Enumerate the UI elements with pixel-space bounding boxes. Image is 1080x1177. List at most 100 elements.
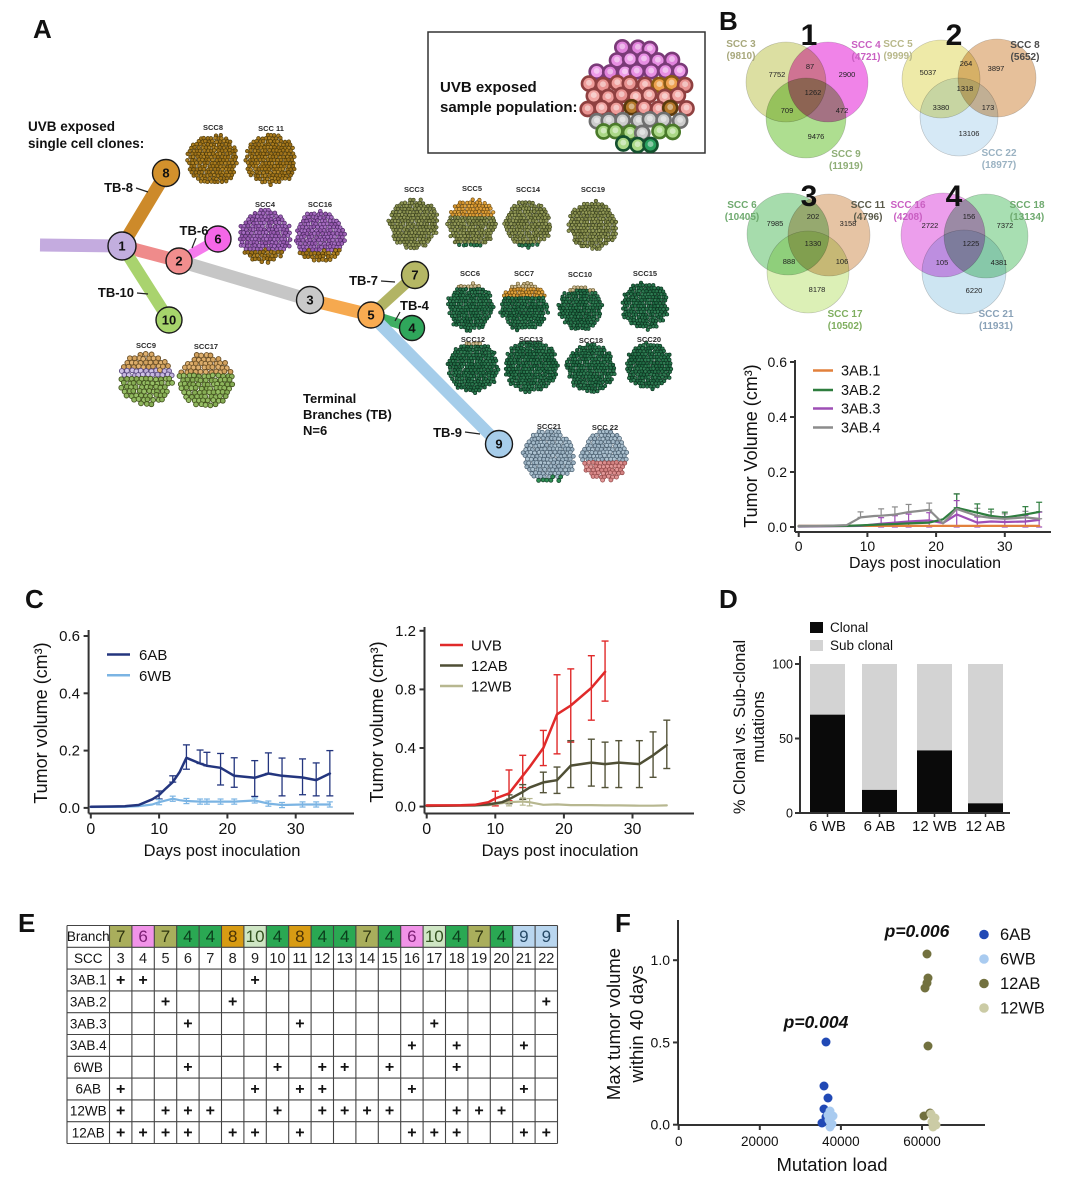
svg-text:SCC17: SCC17 — [194, 342, 218, 351]
svg-text:+: + — [542, 994, 551, 1011]
svg-text:SCC9: SCC9 — [136, 341, 156, 350]
svg-text:3: 3 — [117, 951, 125, 967]
svg-text:+: + — [295, 1125, 304, 1142]
svg-text:12 WB: 12 WB — [912, 818, 957, 835]
svg-text:SCC 5: SCC 5 — [883, 39, 913, 50]
svg-text:4: 4 — [318, 927, 327, 946]
svg-text:12WB: 12WB — [471, 679, 512, 696]
svg-text:12AB: 12AB — [471, 658, 508, 675]
svg-text:+: + — [228, 994, 237, 1011]
svg-text:3: 3 — [801, 180, 818, 213]
svg-text:472: 472 — [836, 106, 849, 115]
svg-text:+: + — [183, 1103, 192, 1120]
svg-text:20: 20 — [219, 821, 237, 838]
svg-text:173: 173 — [982, 103, 995, 112]
svg-text:TB-7: TB-7 — [349, 273, 378, 288]
svg-text:8: 8 — [228, 927, 237, 946]
svg-text:+: + — [318, 1059, 327, 1076]
svg-text:7: 7 — [411, 268, 418, 283]
svg-text:E: E — [18, 908, 35, 938]
svg-text:20000: 20000 — [741, 1134, 779, 1149]
svg-text:+: + — [250, 1125, 259, 1142]
svg-text:SCC19: SCC19 — [581, 185, 605, 194]
svg-text:20: 20 — [555, 821, 573, 838]
svg-text:12WB: 12WB — [1000, 1000, 1045, 1018]
svg-text:3380: 3380 — [933, 103, 950, 112]
svg-text:4: 4 — [452, 927, 461, 946]
svg-text:5037: 5037 — [920, 68, 937, 77]
svg-text:12AB: 12AB — [72, 1125, 105, 1140]
svg-text:0: 0 — [86, 821, 95, 838]
svg-text:+: + — [183, 1125, 192, 1142]
svg-text:264: 264 — [960, 59, 973, 68]
svg-text:6AB: 6AB — [75, 1082, 101, 1097]
svg-text:C: C — [25, 584, 44, 614]
svg-text:+: + — [452, 1125, 461, 1142]
svg-text:2: 2 — [946, 19, 963, 52]
svg-text:40000: 40000 — [822, 1134, 860, 1149]
svg-text:20: 20 — [493, 951, 509, 967]
svg-text:+: + — [250, 972, 259, 989]
svg-text:(10405): (10405) — [725, 212, 759, 223]
svg-text:8: 8 — [162, 166, 169, 181]
svg-text:SCC13: SCC13 — [519, 335, 543, 344]
svg-text:+: + — [161, 994, 170, 1011]
svg-text:13106: 13106 — [959, 129, 980, 138]
svg-text:709: 709 — [781, 106, 794, 115]
svg-text:+: + — [116, 1103, 125, 1120]
svg-text:9476: 9476 — [808, 132, 825, 141]
svg-text:TB-4: TB-4 — [400, 298, 430, 313]
svg-text:7985: 7985 — [767, 219, 784, 228]
svg-text:(4721): (4721) — [852, 52, 881, 63]
svg-text:+: + — [250, 1081, 259, 1098]
svg-text:+: + — [138, 1125, 147, 1142]
svg-text:+: + — [116, 1081, 125, 1098]
svg-text:12WB: 12WB — [70, 1104, 107, 1119]
svg-text:+: + — [340, 1059, 349, 1076]
svg-text:Sub clonal: Sub clonal — [830, 638, 893, 653]
svg-text:8178: 8178 — [809, 285, 826, 294]
svg-text:p=0.004: p=0.004 — [783, 1012, 849, 1032]
svg-text:106: 106 — [836, 257, 849, 266]
svg-text:3AB.4: 3AB.4 — [70, 1038, 107, 1053]
svg-text:3AB.1: 3AB.1 — [70, 973, 107, 988]
svg-text:2900: 2900 — [839, 70, 856, 79]
svg-text:156: 156 — [963, 212, 976, 221]
svg-text:4: 4 — [497, 927, 506, 946]
svg-text:7372: 7372 — [997, 221, 1014, 230]
svg-text:9: 9 — [519, 927, 528, 946]
svg-text:(13134): (13134) — [1010, 212, 1044, 223]
svg-text:202: 202 — [807, 212, 820, 221]
svg-text:+: + — [340, 1103, 349, 1120]
svg-text:6220: 6220 — [966, 286, 983, 295]
svg-text:0.0: 0.0 — [395, 799, 416, 816]
svg-text:21: 21 — [516, 951, 532, 967]
svg-text:6: 6 — [184, 951, 192, 967]
svg-text:3: 3 — [306, 293, 313, 308]
svg-text:6 WB: 6 WB — [809, 818, 846, 835]
svg-text:+: + — [183, 1016, 192, 1033]
svg-text:single cell clones:: single cell clones: — [28, 136, 144, 151]
svg-text:12: 12 — [314, 951, 330, 967]
svg-text:5: 5 — [367, 308, 374, 323]
svg-text:1318: 1318 — [957, 84, 974, 93]
svg-text:+: + — [183, 1059, 192, 1076]
svg-text:0.4: 0.4 — [395, 740, 416, 757]
svg-text:4: 4 — [408, 321, 416, 336]
svg-text:6WB: 6WB — [74, 1060, 103, 1075]
svg-text:6AB: 6AB — [139, 647, 167, 664]
svg-text:SCC 17: SCC 17 — [827, 309, 862, 320]
svg-text:(4796): (4796) — [854, 212, 883, 223]
svg-text:3AB.4: 3AB.4 — [841, 421, 881, 437]
svg-text:UVB exposed: UVB exposed — [28, 119, 115, 134]
svg-text:12AB: 12AB — [1000, 975, 1040, 993]
svg-text:10: 10 — [246, 927, 265, 946]
svg-text:10: 10 — [486, 821, 504, 838]
svg-text:A: A — [33, 14, 52, 44]
svg-text:7: 7 — [116, 927, 125, 946]
svg-text:100: 100 — [772, 658, 793, 672]
svg-text:TB-8: TB-8 — [104, 180, 133, 195]
svg-text:SCC3: SCC3 — [404, 185, 424, 194]
svg-text:0.0: 0.0 — [651, 1117, 671, 1133]
svg-text:20: 20 — [928, 538, 944, 554]
